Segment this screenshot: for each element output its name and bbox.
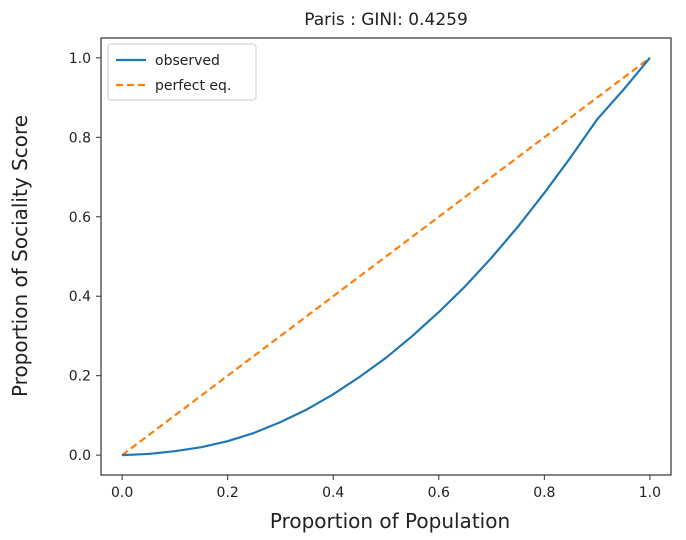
x-tick-label: 0.0 [111, 485, 133, 501]
y-axis-label: Proportion of Sociality Score [8, 115, 32, 397]
x-axis: 0.0 0.2 0.4 0.6 0.8 1.0 [111, 475, 661, 501]
x-tick-label: 0.2 [217, 485, 239, 501]
x-tick-label: 0.8 [533, 485, 555, 501]
series-line-observed [122, 57, 651, 457]
y-tick-label: 0.6 [69, 210, 91, 226]
x-tick-label: 1.0 [639, 485, 661, 501]
series-layer [121, 56, 651, 457]
x-tick-label: 0.4 [322, 485, 344, 501]
y-tick-label: 0.4 [69, 289, 91, 305]
chart-title: Paris : GINI: 0.4259 [304, 10, 468, 30]
legend-label-perfect-eq: perfect eq. [155, 78, 231, 94]
y-axis: 0.0 0.2 0.4 0.6 0.8 1.0 [69, 51, 101, 464]
y-tick-label: 0.8 [69, 130, 91, 146]
legend: observed perfect eq. [107, 43, 257, 101]
y-tick-label: 0.0 [69, 448, 91, 464]
series-line-perfect-eq [121, 56, 651, 457]
y-tick-label: 1.0 [69, 51, 91, 67]
legend-label-observed: observed [155, 53, 220, 69]
x-tick-label: 0.6 [428, 485, 450, 501]
plot-area [100, 37, 672, 476]
x-axis-label: Proportion of Population [270, 509, 510, 533]
y-tick-label: 0.2 [69, 369, 91, 385]
